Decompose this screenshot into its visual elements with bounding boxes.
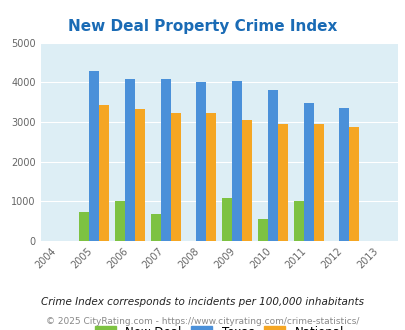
Bar — [339, 108, 348, 241]
Bar — [313, 124, 323, 241]
Bar — [222, 198, 232, 241]
Bar — [277, 124, 287, 241]
Bar — [303, 103, 313, 241]
Legend: New Deal, Texas, National: New Deal, Texas, National — [91, 322, 347, 330]
Bar — [99, 105, 109, 241]
Bar — [115, 201, 125, 241]
Bar — [125, 79, 134, 241]
Bar — [267, 90, 277, 241]
Bar — [206, 114, 216, 241]
Bar — [134, 109, 145, 241]
Bar — [293, 201, 303, 241]
Bar — [348, 127, 358, 241]
Bar — [150, 214, 160, 241]
Bar — [241, 120, 252, 241]
Text: © 2025 CityRating.com - https://www.cityrating.com/crime-statistics/: © 2025 CityRating.com - https://www.city… — [46, 317, 359, 326]
Bar — [160, 79, 170, 241]
Text: New Deal Property Crime Index: New Deal Property Crime Index — [68, 19, 337, 34]
Bar — [79, 213, 89, 241]
Bar — [170, 113, 180, 241]
Bar — [232, 81, 241, 241]
Bar — [89, 71, 99, 241]
Text: Crime Index corresponds to incidents per 100,000 inhabitants: Crime Index corresponds to incidents per… — [41, 297, 364, 307]
Bar — [196, 82, 206, 241]
Bar — [257, 219, 267, 241]
